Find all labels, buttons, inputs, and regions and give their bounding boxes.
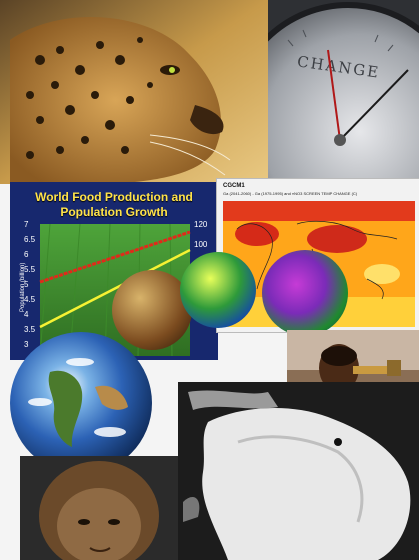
barometer-photo: CHANGE xyxy=(268,0,419,182)
left-tick: 4 xyxy=(24,310,29,319)
population-line xyxy=(39,248,191,329)
left-tick: 4.5 xyxy=(24,295,36,304)
map-subtitle: Ga (2041-2060) - Ga (1975-1995) and ¤NO3… xyxy=(223,191,358,196)
right-tick: 100 xyxy=(194,240,208,249)
globe-globe-3 xyxy=(262,250,348,336)
chart-title-line1: World Food Production and xyxy=(35,190,193,204)
left-tick: 7 xyxy=(24,220,29,229)
globe-globe-1 xyxy=(112,270,192,350)
chart-title: World Food Production and Population Gro… xyxy=(10,190,218,220)
food-production-line xyxy=(39,230,191,284)
satellite-ice-image xyxy=(178,382,419,560)
left-tick: 5 xyxy=(24,280,29,289)
right-tick: 120 xyxy=(194,220,208,229)
chart-title-line2: Population Growth xyxy=(60,205,168,219)
map-title: CGCM1 xyxy=(223,183,245,189)
leopard-photo xyxy=(0,0,268,184)
woman-portrait-photo xyxy=(20,456,178,560)
left-tick: 6.5 xyxy=(24,235,36,244)
left-tick: 3.5 xyxy=(24,325,36,334)
globe-globe-2 xyxy=(180,252,256,328)
left-tick: 6 xyxy=(24,250,29,259)
left-tick: 5.5 xyxy=(24,265,36,274)
left-tick: 3 xyxy=(24,340,29,349)
earth-globe xyxy=(10,332,152,474)
